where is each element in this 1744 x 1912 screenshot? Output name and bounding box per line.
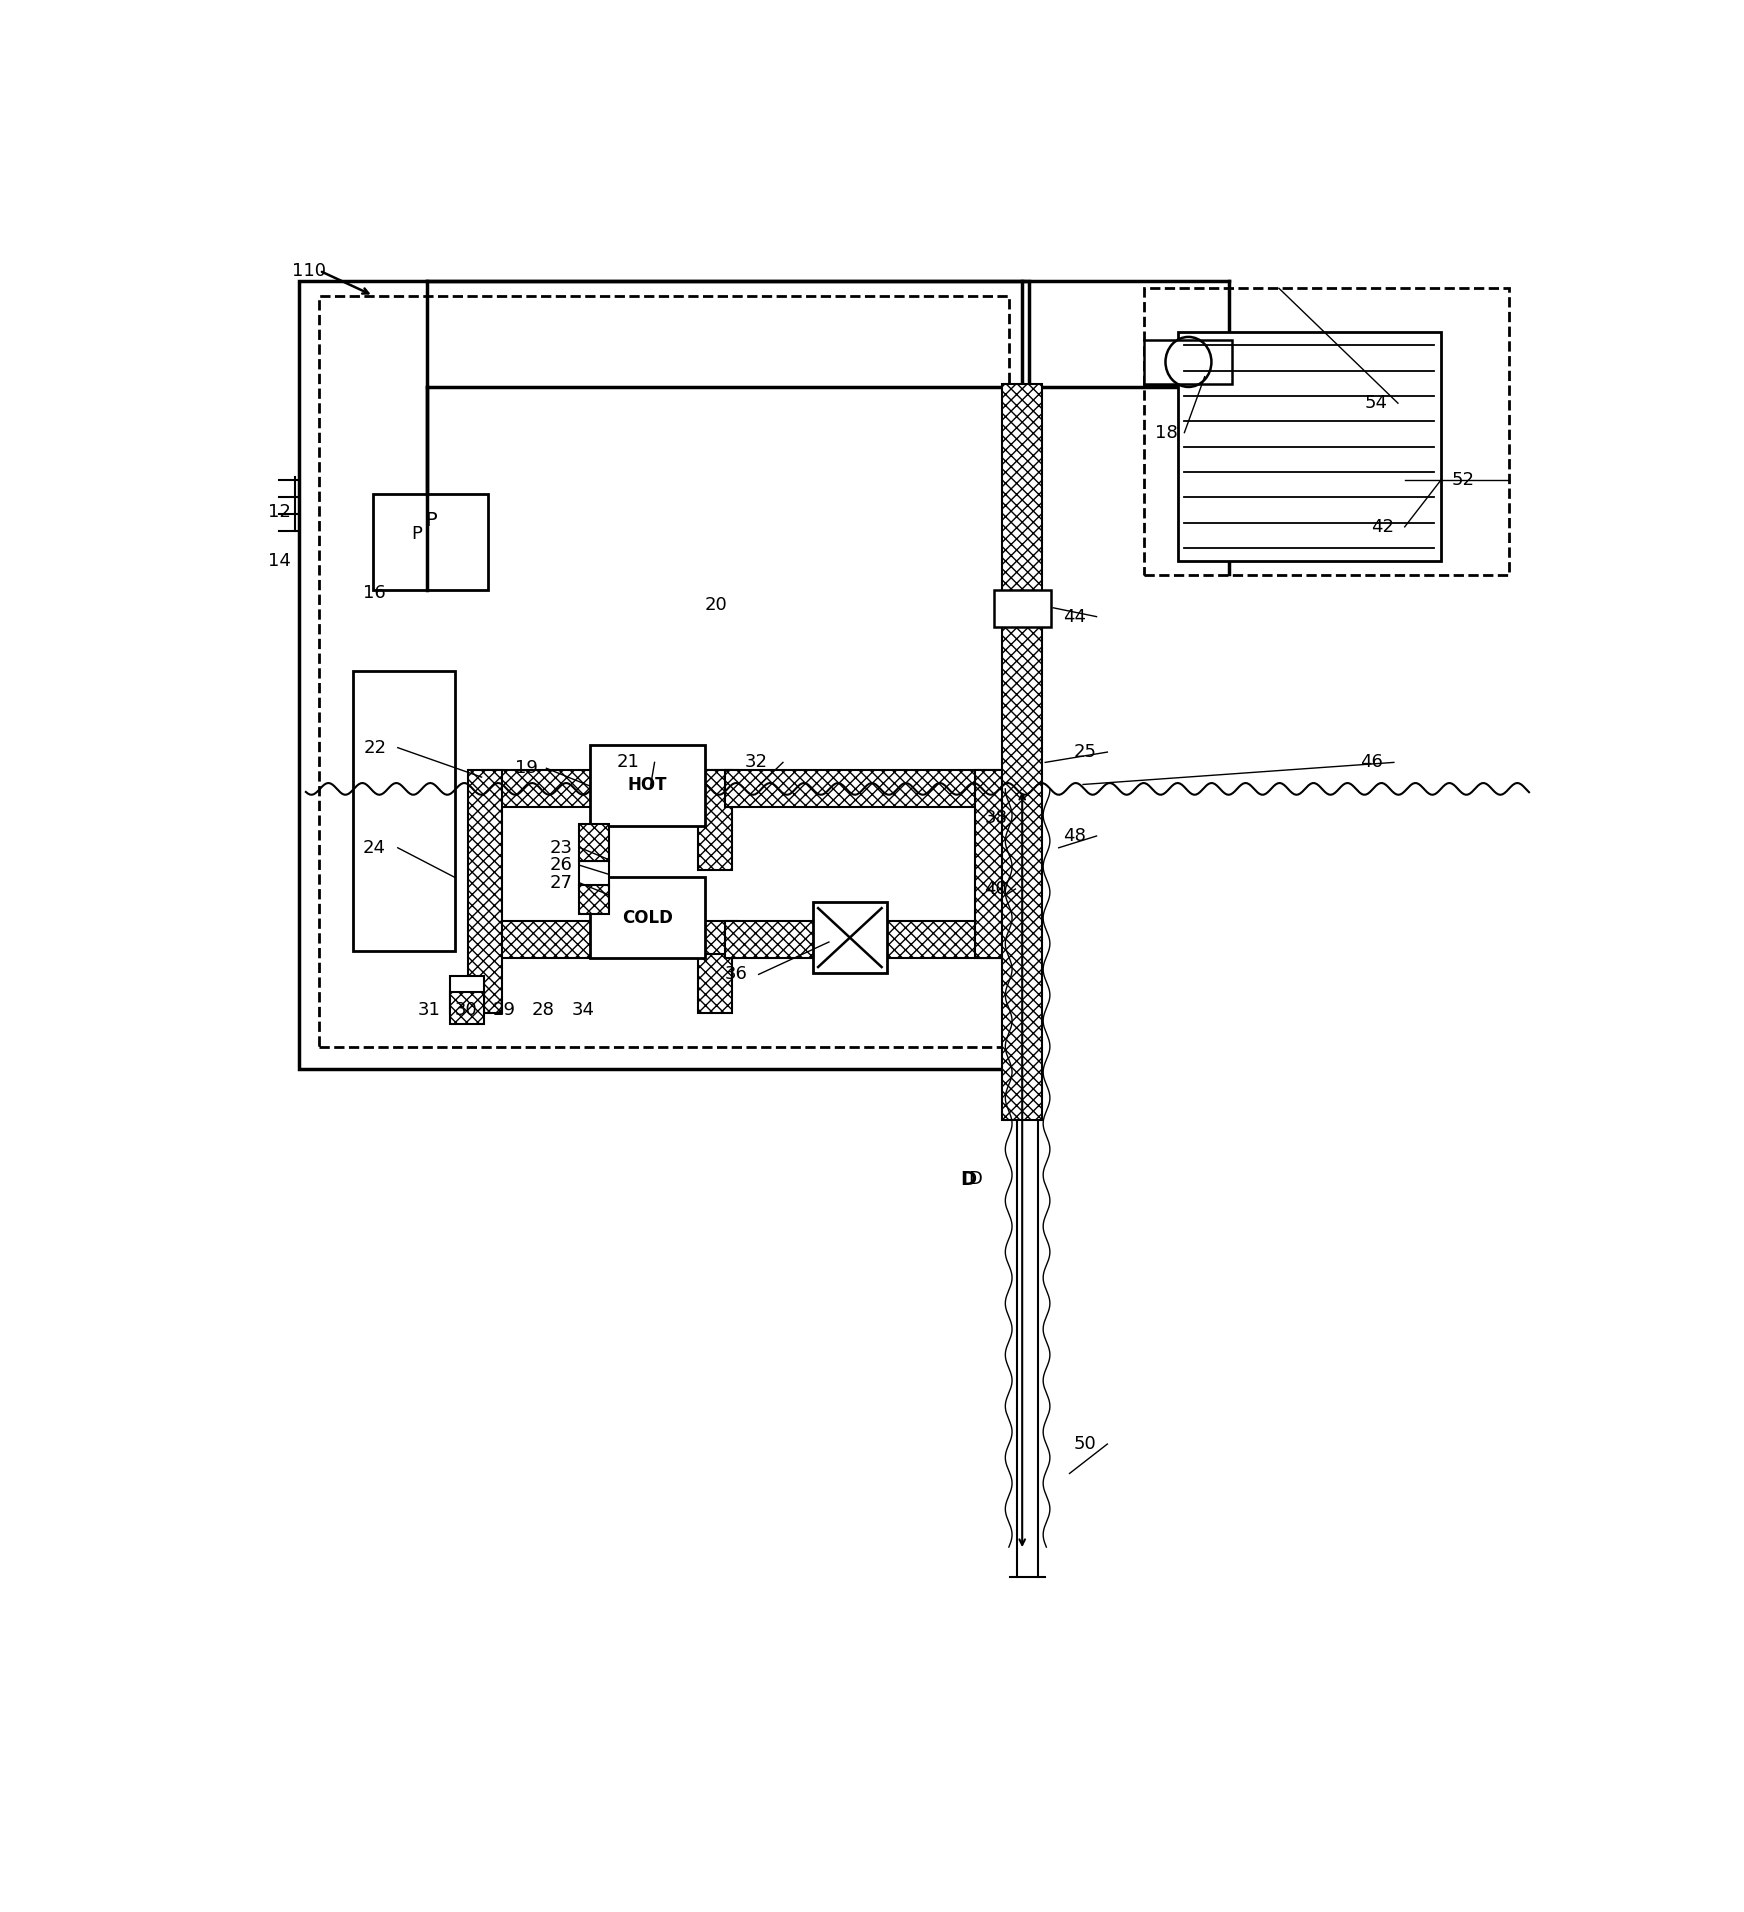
Bar (481, 922, 738, 958)
Text: 34: 34 (572, 1000, 595, 1019)
Text: 19: 19 (516, 759, 539, 778)
Text: 22: 22 (364, 738, 387, 757)
Text: 24: 24 (363, 839, 385, 857)
Bar (975, 771, 1008, 958)
Text: 42: 42 (1371, 518, 1393, 535)
Bar (579, 824, 609, 860)
Bar (319, 296, 1008, 1046)
Bar (373, 495, 488, 591)
Bar (589, 746, 705, 826)
Bar (450, 975, 485, 1013)
Text: 52: 52 (1453, 470, 1475, 489)
Text: 110: 110 (293, 262, 326, 279)
Text: 21: 21 (617, 753, 640, 771)
Text: 32: 32 (745, 753, 767, 771)
Text: 36: 36 (726, 966, 748, 983)
Text: 50: 50 (1074, 1436, 1097, 1453)
Bar (1001, 384, 1043, 1120)
Text: HOT: HOT (628, 776, 666, 793)
Bar (994, 591, 1050, 627)
Text: COLD: COLD (621, 908, 673, 927)
Bar (698, 771, 732, 870)
Bar (1144, 340, 1231, 384)
Bar (589, 878, 705, 958)
Text: 54: 54 (1364, 394, 1386, 413)
Text: D: D (968, 1170, 982, 1187)
Text: 38: 38 (984, 809, 1008, 828)
Text: 29: 29 (492, 1000, 516, 1019)
Text: D: D (961, 1170, 977, 1189)
Bar (726, 771, 1008, 807)
Text: 14: 14 (269, 553, 291, 570)
Text: 18: 18 (1155, 424, 1177, 442)
Text: 27: 27 (549, 874, 572, 893)
Text: 40: 40 (984, 880, 1006, 899)
Text: 46: 46 (1360, 753, 1383, 771)
Bar (467, 771, 502, 1013)
Text: P: P (412, 526, 422, 543)
Text: 12: 12 (269, 503, 291, 522)
Bar (1177, 333, 1441, 560)
Text: 31: 31 (419, 1000, 441, 1019)
Bar (579, 885, 609, 914)
Bar (698, 954, 732, 1013)
Text: P: P (426, 511, 436, 530)
Text: 48: 48 (1062, 828, 1085, 845)
Text: 44: 44 (1062, 608, 1087, 625)
Bar (300, 281, 1029, 1069)
Text: 28: 28 (532, 1000, 555, 1019)
Text: 25: 25 (1074, 744, 1097, 761)
Text: 26: 26 (549, 857, 572, 874)
Bar (352, 671, 455, 950)
Bar (1144, 289, 1509, 576)
Bar (450, 992, 485, 1025)
Text: 16: 16 (363, 583, 385, 602)
Bar (481, 771, 738, 807)
Text: 30: 30 (455, 1000, 478, 1019)
Bar (726, 922, 1008, 958)
Bar (579, 860, 609, 887)
Bar (813, 902, 888, 973)
Text: 23: 23 (549, 839, 572, 857)
Text: 20: 20 (705, 597, 727, 614)
